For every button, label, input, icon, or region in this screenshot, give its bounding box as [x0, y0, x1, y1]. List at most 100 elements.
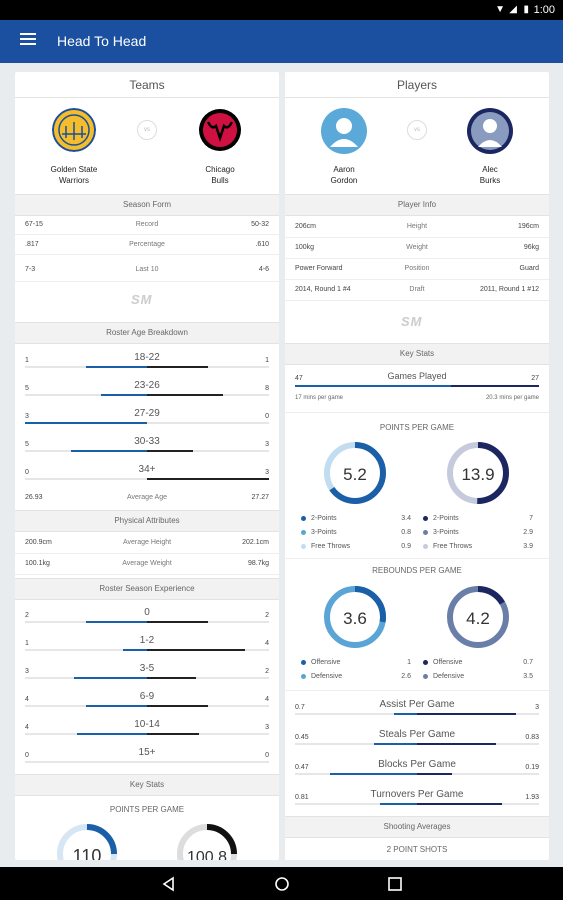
games-played-row: 47 Games Played 27: [295, 368, 539, 398]
legend-dot: [301, 660, 306, 665]
age-row: 0 34+ 3: [25, 459, 269, 489]
age-bar: [25, 422, 269, 424]
age-bar-left: [86, 366, 147, 368]
player-left-avatar-icon[interactable]: [320, 107, 368, 155]
age-bar-right: [147, 394, 223, 396]
season-form-right: .610: [255, 241, 269, 248]
player-stat-bar-left: [380, 803, 417, 805]
player-stat-row: 0.45 Steals Per Game 0.83: [295, 724, 539, 754]
age-bar-right: [147, 478, 269, 480]
experience-right: 3: [265, 724, 269, 731]
legend-dot: [423, 660, 428, 665]
player-stat-label: Blocks Per Game: [378, 759, 456, 770]
age-row: 1 18-22 1: [25, 347, 269, 377]
season-form-row: 67-15 Record 50-32: [25, 215, 269, 235]
back-icon[interactable]: [160, 875, 178, 893]
player-stat-right: 0.19: [525, 764, 539, 771]
roster-experience-header: Roster Season Experience: [15, 578, 279, 600]
experience-label: 10-14: [134, 719, 160, 730]
experience-bar-left: [77, 733, 147, 735]
legend-label: 3-Points: [433, 529, 459, 536]
player-info-row: 2014, Round 1 #4 Draft 2011, Round 1 #12: [295, 280, 539, 300]
left-minutes: 17 mins per game: [295, 395, 344, 401]
navigation-bar: [0, 867, 563, 900]
ppg-right-donut: 13.9: [447, 442, 509, 504]
physical-row: 200.9cm Average Height 202.1cm: [25, 533, 269, 553]
player-info-left: Power Forward: [295, 265, 343, 272]
ppg-title: POINTS PER GAME: [379, 423, 455, 432]
divider: [285, 258, 549, 259]
teams-ppg-right-donut: 100.8: [177, 824, 237, 860]
donut-arc: [206, 824, 237, 855]
season-form-right: 50-32: [251, 221, 269, 228]
experience-row: 1 1-2 4: [25, 630, 269, 660]
home-icon[interactable]: [273, 875, 291, 893]
player-stat-right: 1.93: [525, 794, 539, 801]
legend-dot: [301, 544, 306, 549]
age-bar-left: [100, 394, 147, 396]
teams-ppg-left-donut: 110: [57, 824, 117, 860]
player-stat-left: 0.47: [295, 764, 309, 771]
recents-icon[interactable]: [386, 875, 404, 893]
age-right: 1: [265, 357, 269, 364]
player-info-label: Draft: [409, 286, 425, 293]
player-info-right: Guard: [519, 265, 539, 272]
divider: [15, 254, 279, 255]
menu-icon[interactable]: [20, 33, 36, 47]
divider: [285, 237, 549, 238]
season-form-label: Record: [135, 221, 159, 228]
two-point-title: 2 POINT SHOTS: [386, 845, 448, 854]
player-stat-bar-right: [417, 773, 453, 775]
experience-row: 2 0 2: [25, 602, 269, 632]
divider: [285, 558, 549, 559]
legend-label: Offensive: [433, 659, 463, 666]
player-stat-bar-left: [374, 743, 417, 745]
experience-bar-right: [147, 621, 208, 623]
players-vs-badge: vs: [407, 120, 427, 140]
players-header: Players: [285, 72, 549, 98]
experience-right: 2: [265, 612, 269, 619]
player-info-left: 100kg: [295, 244, 315, 251]
physical-row: 100.1kg Average Weight 98.7kg: [25, 554, 269, 574]
season-form-row: .817 Percentage .610: [25, 235, 269, 255]
player-stat-bar-right: [417, 743, 497, 745]
ppg-left-donut: 5.2: [324, 442, 386, 504]
legend-item: 3-Points 2.9: [423, 526, 533, 540]
rpg-left-legend: Offensive 1 Defensive 2.6: [301, 656, 411, 684]
season-form-left: .817: [25, 241, 39, 248]
legend-item: Defensive 2.6: [301, 670, 411, 684]
warriors-logo-icon[interactable]: [52, 108, 96, 152]
physical-label: Average Weight: [122, 560, 172, 567]
experience-bar-right: [147, 649, 245, 651]
player-stat-right: 0.83: [525, 734, 539, 741]
page-title: Head To Head: [57, 33, 147, 49]
legend-label: Offensive: [311, 659, 341, 666]
bulls-logo-icon[interactable]: [198, 108, 242, 152]
legend-item: Offensive 0.7: [423, 656, 533, 670]
left-player-name: Aaron Gordon: [330, 165, 358, 185]
experience-bar: [25, 705, 269, 707]
age-left: 5: [25, 441, 29, 448]
experience-row: 4 10-14 3: [25, 714, 269, 744]
divider: [15, 574, 279, 575]
age-right: 3: [265, 469, 269, 476]
rpg-left-value: 3.6: [343, 609, 367, 628]
legend-label: Free Throws: [433, 543, 473, 550]
donut-arc: [324, 586, 386, 648]
player-right-avatar-icon[interactable]: [466, 107, 514, 155]
teams-card: Teams vs Golden State Warriors Chicago B…: [15, 72, 279, 860]
age-bar-right: [147, 366, 208, 368]
legend-dot: [301, 674, 306, 679]
left-team-name: Golden State Warriors: [50, 165, 98, 185]
status-time: 1:00: [533, 4, 555, 16]
season-form-left: 67-15: [25, 221, 43, 228]
physical-right: 202.1cm: [242, 539, 269, 546]
age-row: 5 23-26 8: [25, 375, 269, 405]
age-bar: [25, 394, 269, 396]
experience-right: 2: [265, 668, 269, 675]
legend-dot: [423, 674, 428, 679]
age-bar: [25, 366, 269, 368]
age-right: 0: [265, 413, 269, 420]
legend-value: 7: [529, 515, 533, 522]
shooting-averages-header: Shooting Averages: [285, 816, 549, 838]
